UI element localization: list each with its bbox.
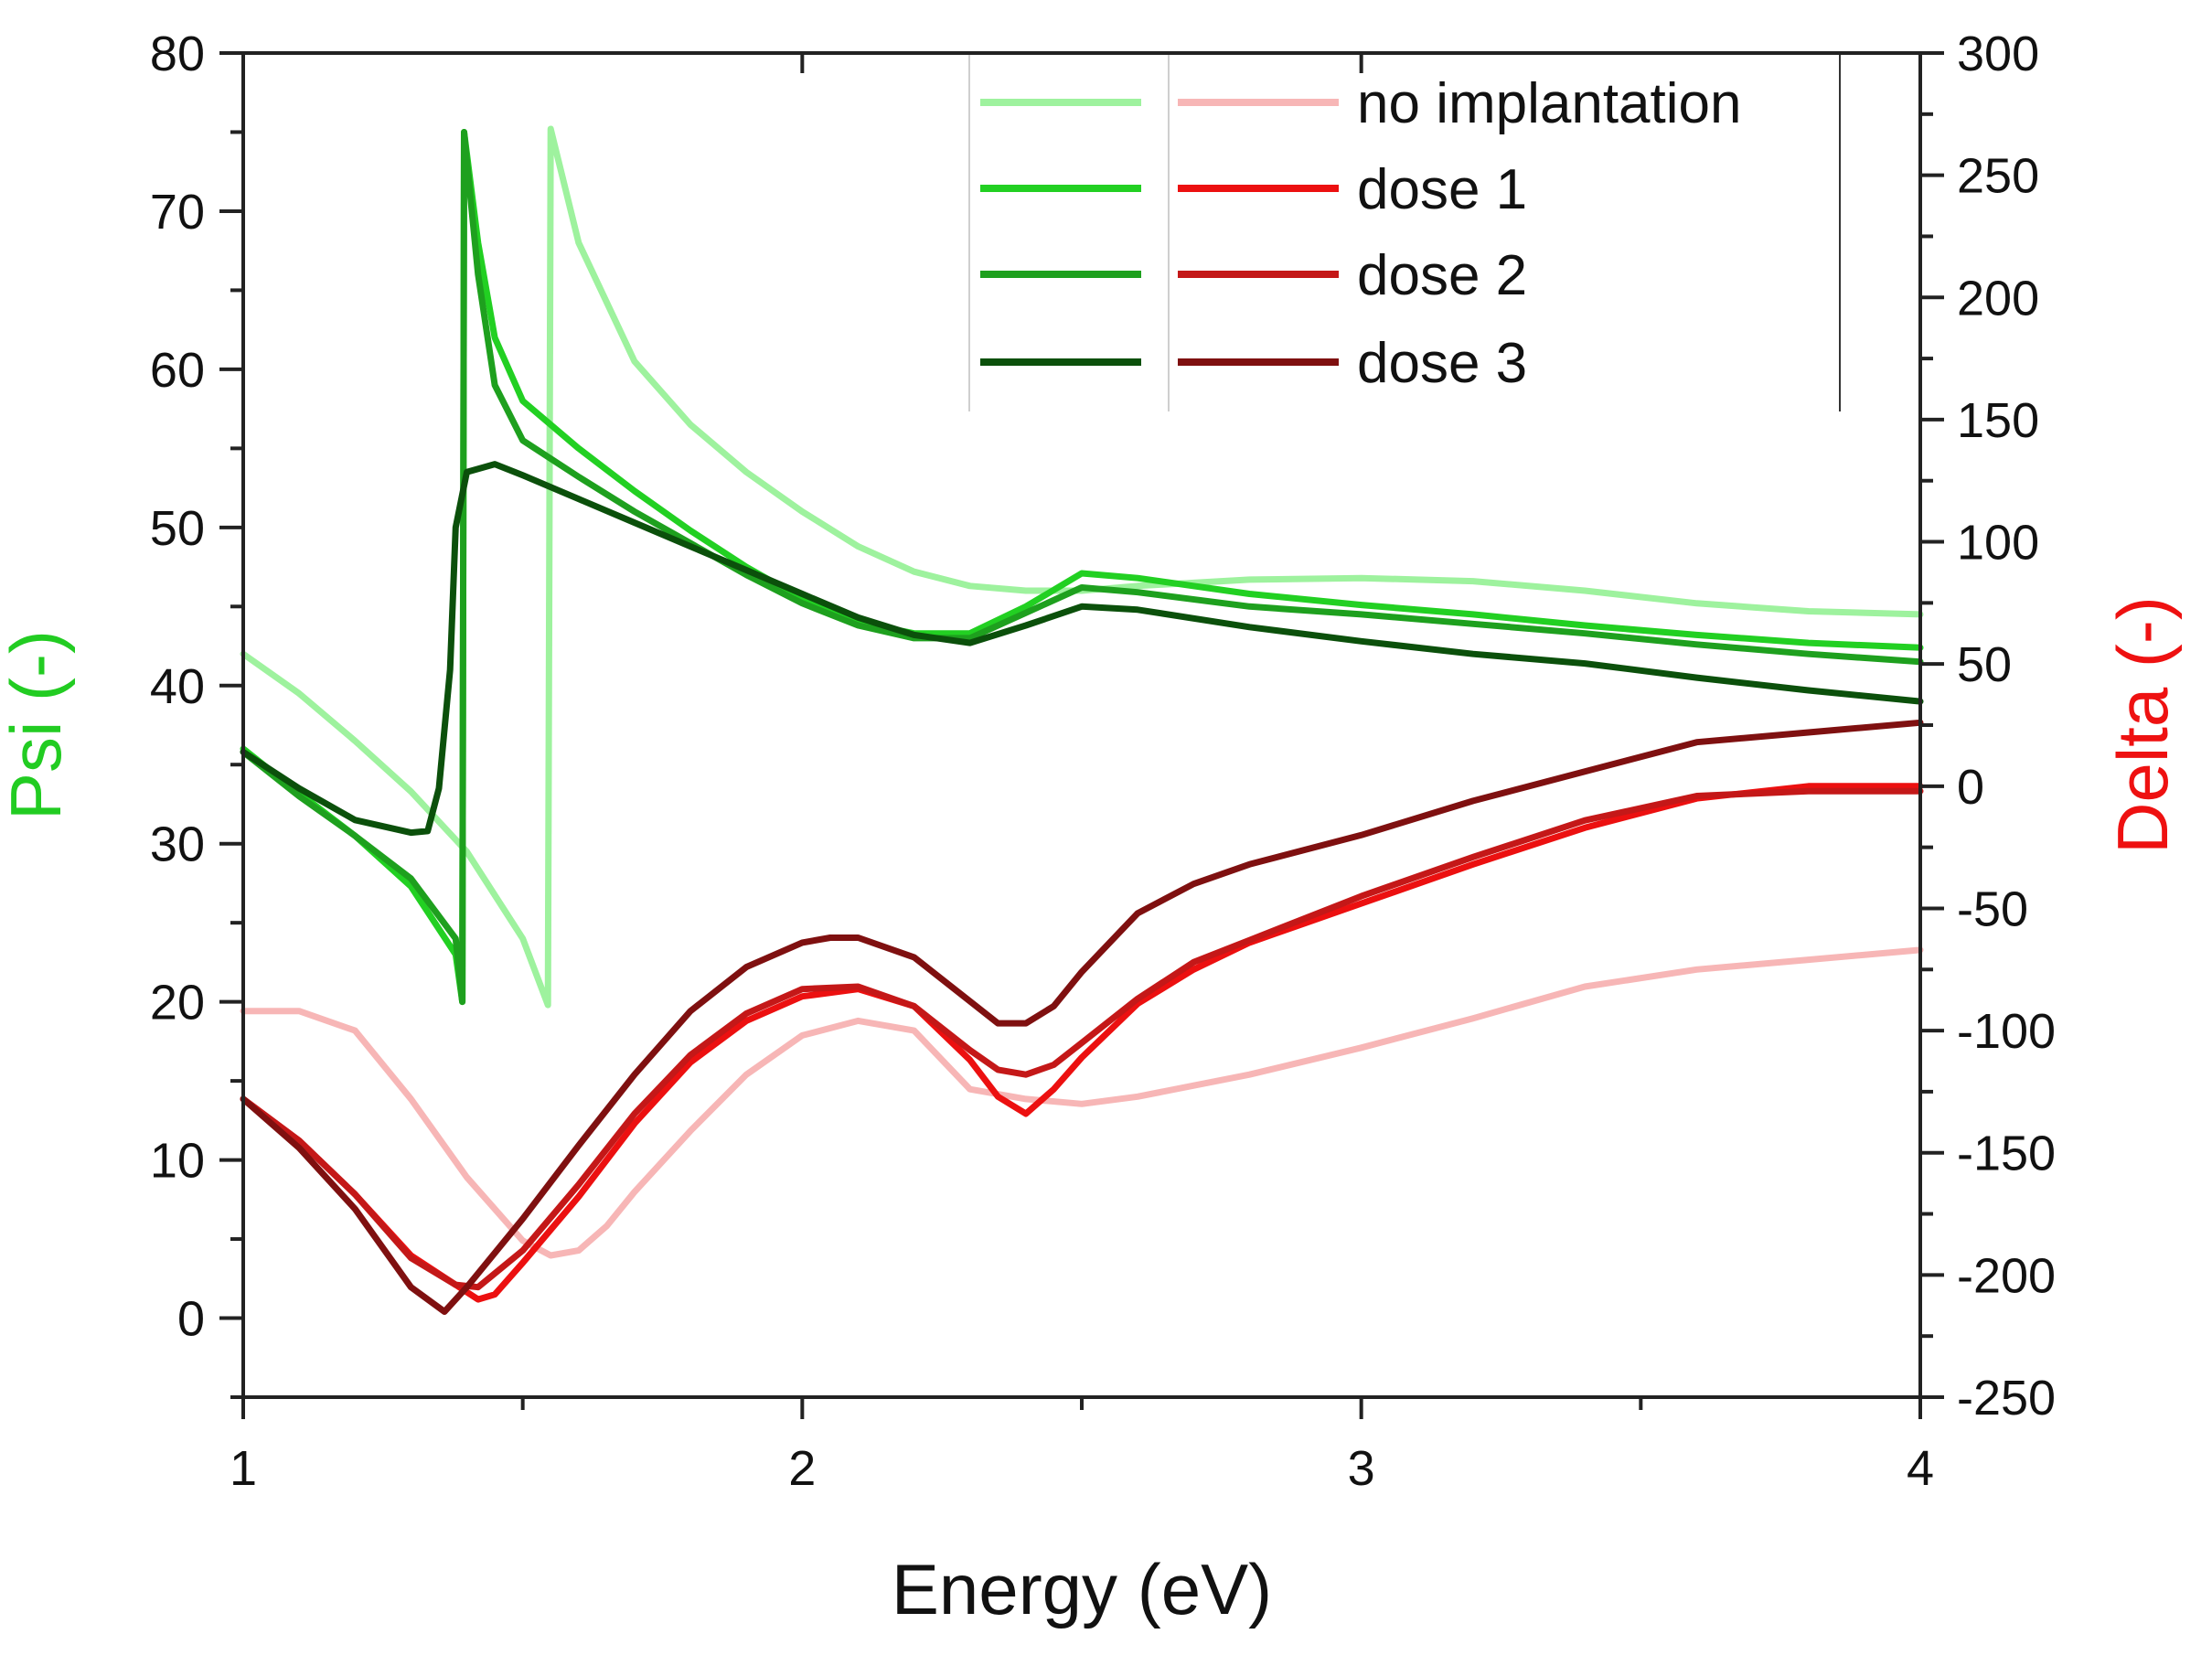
labels: Energy (eV) Psi (-) Delta (-) 1 2 3 4010203… (0, 27, 2183, 1629)
legend-label-no-implantation: no implantation (1357, 72, 1742, 135)
left-tick-label: 50 (150, 501, 205, 556)
right-tick-label: -100 (1957, 1004, 2056, 1059)
right-tick-label: -50 (1957, 881, 2028, 936)
legend-label-dose-2: dose 2 (1357, 244, 1527, 307)
legend-label-dose-3: dose 3 (1357, 332, 1527, 395)
right-tick-label: 50 (1957, 637, 2012, 692)
ticks (219, 51, 1944, 1419)
x-tick-label: 3 (1348, 1441, 1375, 1496)
left-tick-label: 10 (150, 1134, 205, 1189)
legend-label-dose-1: dose 1 (1357, 158, 1527, 221)
x-tick-label: 1 (230, 1441, 257, 1496)
series-layer (240, 125, 1924, 1315)
delta-line-dose-3 (240, 719, 1924, 1315)
right-tick-label: 200 (1957, 271, 2039, 326)
legend: no implantation dose 1 dose 2 dose 3 (968, 53, 1841, 411)
psi-line-no-implantation (240, 125, 1924, 1009)
delta-line-no-implantation (240, 946, 1924, 1259)
left-tick-label: 40 (150, 659, 205, 714)
right-tick-label: 300 (1957, 27, 2039, 81)
left-axis-title: Psi (-) (0, 630, 76, 820)
right-tick-label: 0 (1957, 760, 1984, 815)
x-tick-label: 2 (788, 1441, 816, 1496)
right-tick-label: 150 (1957, 393, 2039, 448)
right-tick-label: 250 (1957, 149, 2039, 204)
psi-line-dose-2 (240, 129, 1924, 1006)
right-tick-label: -150 (1957, 1127, 2056, 1181)
left-tick-label: 80 (150, 27, 205, 81)
legend-box (969, 53, 1840, 411)
psi-line-dose-3 (240, 461, 1924, 837)
x-tick-label: 4 (1907, 1441, 1934, 1496)
right-tick-label: -250 (1957, 1371, 2056, 1426)
left-tick-label: 60 (150, 343, 205, 398)
left-tick-label: 70 (150, 185, 205, 240)
left-tick-label: 0 (177, 1292, 205, 1347)
left-tick-label: 20 (150, 976, 205, 1031)
x-axis-title: Energy (eV) (892, 1549, 1272, 1629)
right-axis-title: Delta (-) (2102, 596, 2183, 854)
right-tick-label: 100 (1957, 516, 2039, 571)
left-tick-label: 30 (150, 817, 205, 872)
right-tick-label: -200 (1957, 1248, 2056, 1303)
